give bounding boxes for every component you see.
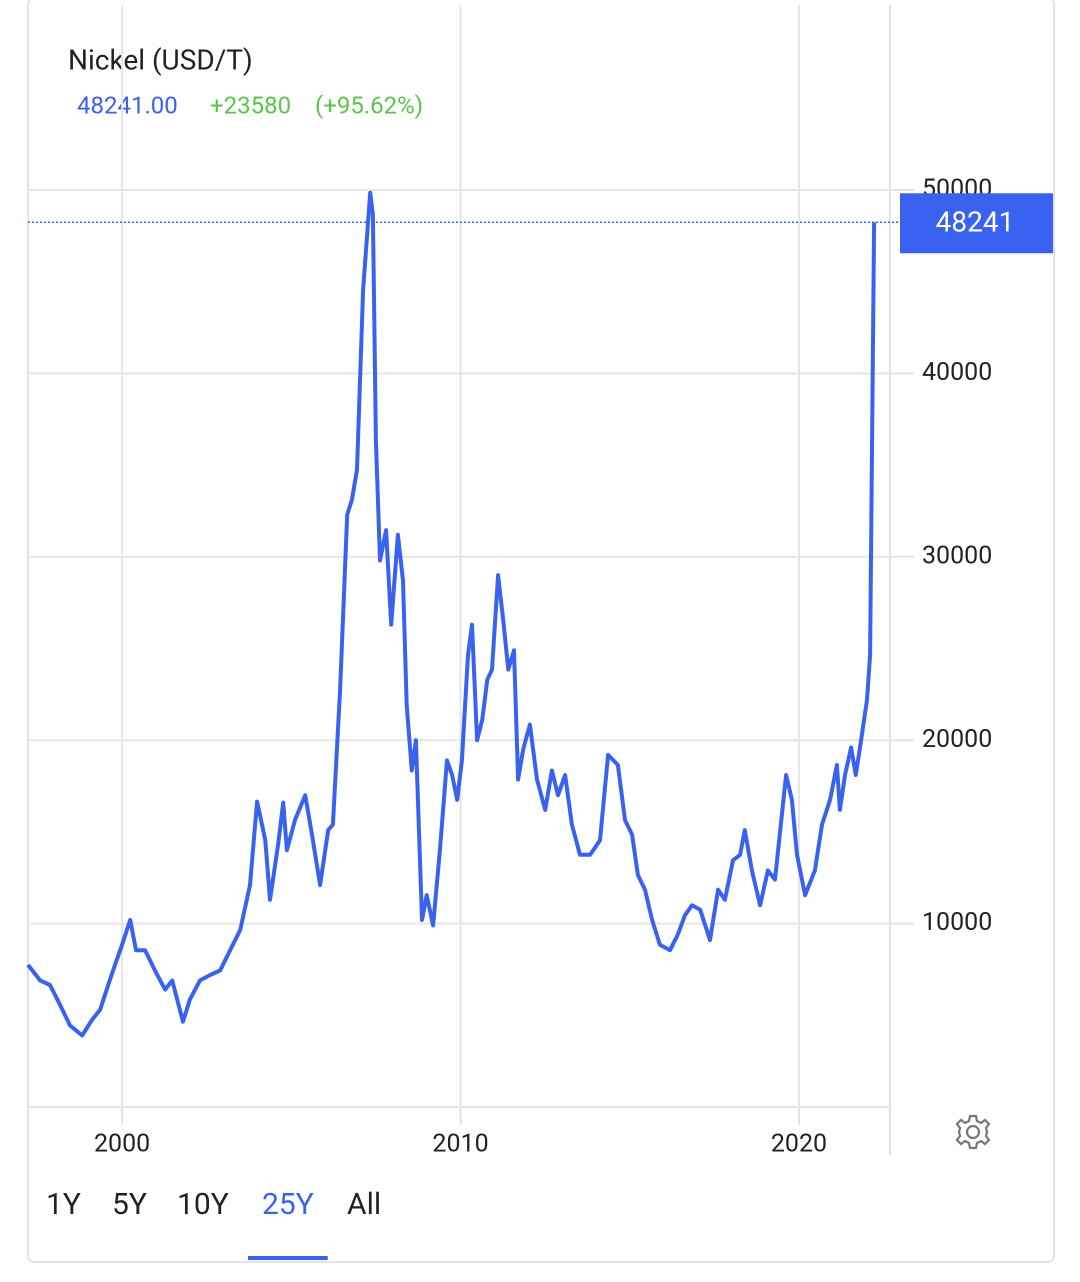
range-button[interactable]: 1Y [46,1187,81,1222]
price-line [26,190,877,1038]
range-button[interactable]: 25Y [262,1187,314,1222]
range-button[interactable]: All [347,1187,381,1222]
last-price-label: 48241 [936,206,1015,239]
change: +23580 [210,91,291,119]
y-tick-label: 40000 [922,358,992,387]
active-underline [248,1256,328,1260]
y-tick-label: 30000 [922,541,992,570]
settings-icon[interactable] [955,1114,991,1150]
last-price-badge [900,193,1053,254]
price: 48241.00 [77,91,178,119]
chart-title: Nickel (USD/T) [68,43,253,76]
card [27,0,1055,1263]
y-tick-label: 10000 [922,908,992,937]
x-tick-label: 2000 [94,1130,150,1159]
range-button[interactable]: 5Y [112,1187,147,1222]
range-button[interactable]: 10Y [177,1187,229,1222]
x-tick-label: 2020 [771,1130,827,1159]
change-percent: (+95.62%) [315,91,423,119]
y-tick-label: 20000 [922,725,992,754]
x-tick-label: 2010 [432,1130,488,1159]
